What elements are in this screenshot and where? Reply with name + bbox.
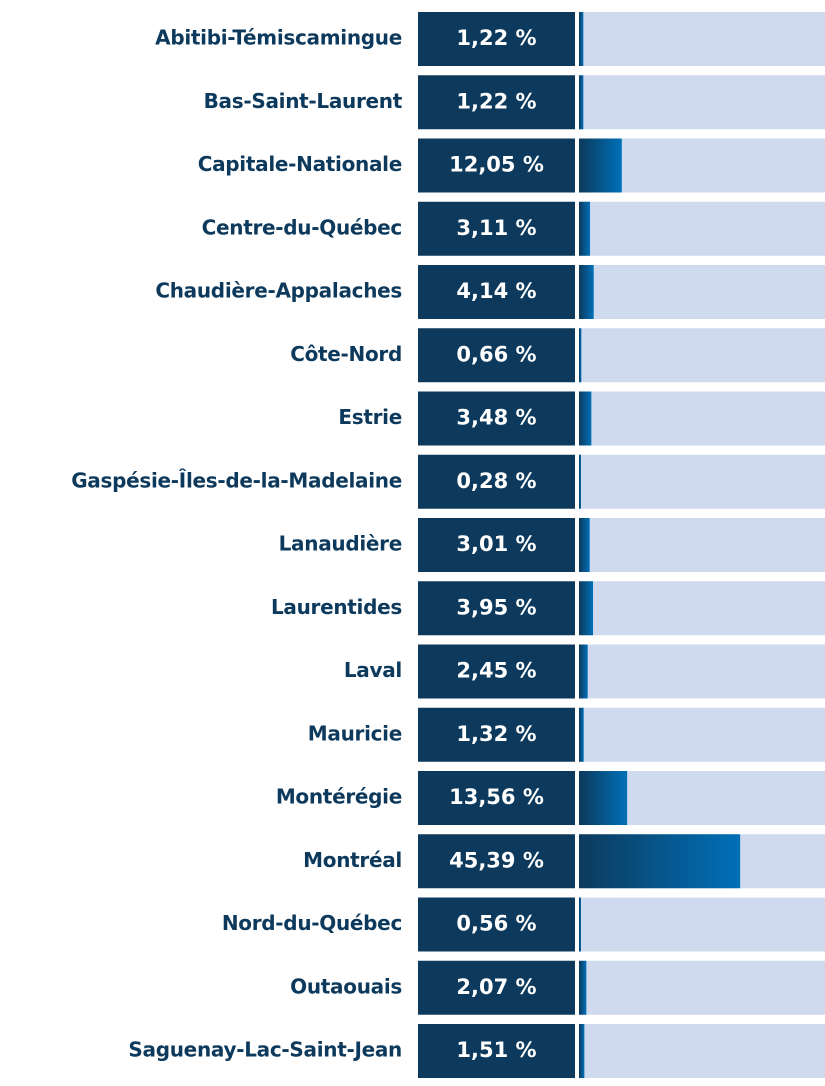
value-label: 3,48 % — [456, 406, 536, 430]
bar-track — [579, 201, 825, 256]
bar — [579, 75, 584, 130]
bar — [579, 834, 741, 889]
value-box — [418, 328, 575, 383]
value-label: 3,01 % — [456, 532, 536, 556]
bar-track — [579, 75, 825, 130]
category-label: Bas-Saint-Laurent — [204, 89, 403, 113]
bar — [579, 771, 628, 825]
bar-track — [579, 328, 825, 383]
value-box — [418, 960, 575, 1015]
category-label: Gaspésie-Îles-de-la-Madelaine — [71, 468, 402, 492]
bar-track — [579, 707, 825, 762]
value-box — [418, 391, 575, 446]
value-box — [418, 1024, 575, 1078]
value-box — [418, 518, 575, 572]
value-label: 13,56 % — [449, 785, 544, 809]
value-box — [418, 75, 575, 130]
bar — [579, 518, 590, 572]
value-label: 12,05 % — [449, 153, 544, 177]
category-label: Saguenay-Lac-Saint-Jean — [128, 1038, 402, 1062]
bar — [579, 960, 587, 1015]
category-label: Montérégie — [276, 785, 402, 809]
value-label: 3,95 % — [456, 595, 536, 619]
bar-track — [579, 960, 825, 1015]
bar — [579, 12, 584, 66]
bar — [579, 201, 591, 256]
bar-track — [579, 265, 825, 319]
bar-track — [579, 897, 825, 952]
value-label: 1,22 % — [456, 26, 536, 50]
value-box — [418, 12, 575, 66]
value-box — [418, 581, 575, 636]
category-label: Montréal — [303, 848, 402, 872]
bar — [579, 265, 594, 319]
value-label: 3,11 % — [456, 216, 536, 240]
bar-track — [579, 644, 825, 699]
category-label: Outaouais — [290, 974, 402, 998]
category-label: Centre-du-Québec — [202, 215, 402, 239]
category-label: Lanaudière — [279, 532, 402, 556]
category-label: Nord-du-Québec — [222, 911, 402, 935]
bar — [579, 581, 594, 636]
value-box — [418, 454, 575, 509]
category-label: Laurentides — [271, 595, 402, 619]
bar — [579, 1024, 585, 1078]
value-box — [418, 707, 575, 762]
bar-track — [579, 391, 825, 446]
bar-track — [579, 1024, 825, 1078]
value-box — [418, 897, 575, 952]
value-label: 1,51 % — [456, 1038, 536, 1062]
value-label: 45,39 % — [449, 848, 544, 872]
category-label: Estrie — [338, 405, 402, 429]
bar-track — [579, 581, 825, 636]
bar — [579, 897, 581, 952]
bar — [579, 391, 592, 446]
category-label: Capitale-Nationale — [198, 152, 402, 176]
value-label: 1,32 % — [456, 722, 536, 746]
category-label: Mauricie — [308, 721, 402, 745]
bar — [579, 138, 622, 193]
value-label: 2,45 % — [456, 659, 536, 683]
category-label: Abitibi-Témiscamingue — [155, 26, 402, 50]
bar-track — [579, 518, 825, 572]
bar-track — [579, 454, 825, 509]
value-box — [418, 771, 575, 825]
bar — [579, 328, 582, 383]
value-label: 0,56 % — [456, 912, 536, 936]
value-box — [418, 201, 575, 256]
value-box — [418, 138, 575, 193]
value-label: 0,66 % — [456, 342, 536, 366]
value-label: 0,28 % — [456, 469, 536, 493]
value-label: 2,07 % — [456, 975, 536, 999]
value-label: 1,22 % — [456, 89, 536, 113]
bar — [579, 707, 584, 762]
bar-track — [579, 12, 825, 66]
category-label: Laval — [344, 658, 402, 682]
value-box — [418, 265, 575, 319]
bar — [579, 454, 581, 509]
value-label: 4,14 % — [456, 279, 536, 303]
value-box — [418, 644, 575, 699]
category-label: Chaudière-Appalaches — [155, 279, 402, 303]
category-label: Côte-Nord — [290, 342, 402, 366]
value-box — [418, 834, 575, 889]
bar — [579, 644, 588, 699]
